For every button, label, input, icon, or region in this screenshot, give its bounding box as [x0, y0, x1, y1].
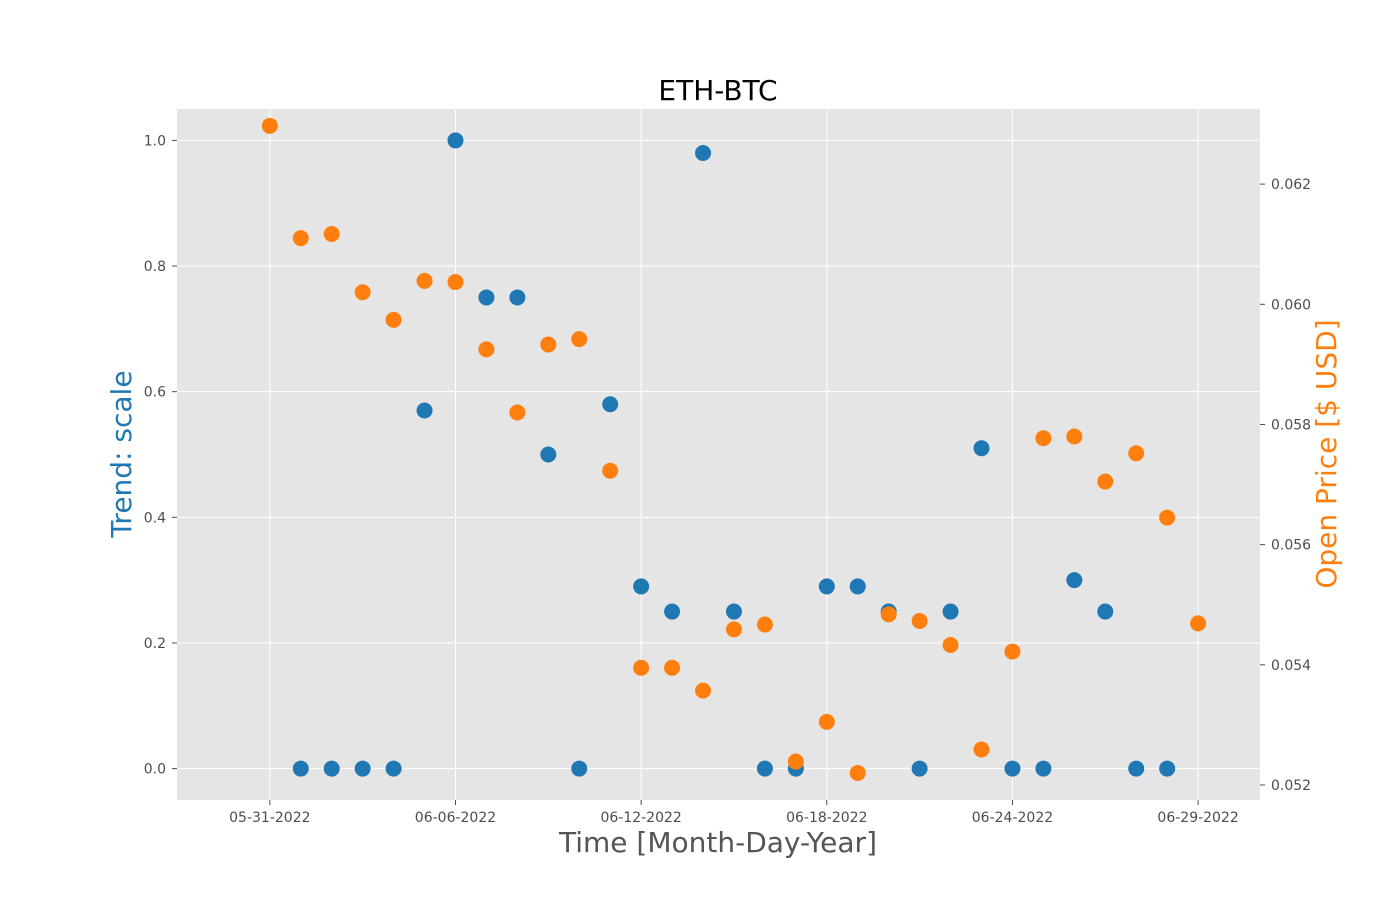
x-tick-label: 06-24-2022: [972, 810, 1053, 826]
open-price-point: [756, 616, 773, 633]
open-price-point: [1035, 430, 1052, 447]
trend-point: [571, 760, 588, 777]
trend-point: [818, 578, 835, 595]
open-price-point: [540, 336, 557, 353]
open-price-series: [261, 117, 1207, 781]
right-tick-label: 0.056: [1271, 538, 1311, 554]
trend-point: [385, 760, 402, 777]
trend-point: [973, 440, 990, 457]
left-tick-label: 0.8: [144, 259, 166, 275]
trend-point: [509, 289, 526, 306]
open-price-point: [973, 741, 990, 758]
trend-point: [1066, 572, 1083, 589]
left-tick-label: 0.0: [144, 762, 166, 778]
trend-point: [292, 760, 309, 777]
left-axis: 0.0 0.2 0.4 0.6 0.8 1.0: [144, 133, 177, 778]
open-price-point: [571, 331, 588, 348]
trend-point: [416, 402, 433, 419]
open-price-point: [849, 764, 866, 781]
open-price-point: [1190, 615, 1207, 632]
x-axis-label: Time [Month-Day-Year]: [558, 826, 877, 859]
open-price-point: [354, 284, 371, 301]
left-tick-label: 1.0: [144, 133, 166, 149]
right-axis-label: Open Price [$ USD]: [1310, 319, 1343, 588]
trend-point: [447, 132, 464, 149]
trend-point: [354, 760, 371, 777]
left-axis-label: Trend: scale: [105, 370, 138, 538]
trend-point: [633, 578, 650, 595]
right-axis: 0.052 0.054 0.056 0.058 0.060 0.062: [1260, 177, 1311, 794]
open-price-point: [1159, 509, 1176, 526]
trend-point: [1097, 603, 1114, 620]
right-tick-label: 0.062: [1271, 177, 1311, 193]
open-price-point: [509, 404, 526, 421]
plot-area: [177, 109, 1260, 800]
trend-series: [292, 132, 1176, 777]
x-tick-label: 06-18-2022: [786, 810, 867, 826]
chart-title: ETH-BTC: [658, 74, 777, 107]
open-price-point: [695, 682, 712, 699]
x-tick-label: 06-29-2022: [1157, 810, 1238, 826]
trend-point: [478, 289, 495, 306]
trend-point: [942, 603, 959, 620]
trend-point: [1128, 760, 1145, 777]
open-price-point: [323, 225, 340, 242]
left-tick-label: 0.6: [144, 385, 166, 401]
open-price-point: [787, 753, 804, 770]
x-tick-label: 06-06-2022: [415, 810, 496, 826]
open-price-point: [1066, 428, 1083, 445]
open-price-point: [447, 274, 464, 291]
open-price-point: [478, 341, 495, 358]
open-price-point: [1097, 473, 1114, 490]
trend-point: [725, 603, 742, 620]
open-price-point: [725, 621, 742, 638]
trend-point: [1159, 760, 1176, 777]
trend-point: [602, 396, 619, 413]
open-price-point: [1004, 643, 1021, 660]
x-tick-label: 06-12-2022: [600, 810, 681, 826]
open-price-point: [416, 272, 433, 289]
right-tick-label: 0.058: [1271, 417, 1311, 433]
open-price-point: [818, 713, 835, 730]
left-tick-label: 0.4: [144, 510, 166, 526]
trend-point: [664, 603, 681, 620]
open-price-point: [664, 659, 681, 676]
left-tick-label: 0.2: [144, 636, 166, 652]
trend-point: [849, 578, 866, 595]
open-price-point: [633, 659, 650, 676]
open-price-point: [911, 612, 928, 629]
trend-point: [540, 446, 557, 463]
trend-point: [756, 760, 773, 777]
right-tick-label: 0.060: [1271, 297, 1311, 313]
x-tick-label: 05-31-2022: [229, 810, 310, 826]
right-tick-label: 0.052: [1271, 778, 1311, 794]
open-price-point: [261, 117, 278, 134]
trend-point: [1004, 760, 1021, 777]
right-tick-label: 0.054: [1271, 658, 1311, 674]
trend-point: [695, 144, 712, 161]
open-price-point: [1128, 445, 1145, 462]
trend-point: [1035, 760, 1052, 777]
x-axis: 05-31-2022 06-06-2022 06-12-2022 06-18-2022…: [229, 800, 1239, 826]
open-price-point: [602, 462, 619, 479]
open-price-point: [292, 230, 309, 247]
open-price-point: [942, 636, 959, 653]
trend-point: [323, 760, 340, 777]
grid: [177, 109, 1260, 800]
open-price-point: [385, 311, 402, 328]
trend-point: [911, 760, 928, 777]
open-price-point: [880, 606, 897, 623]
